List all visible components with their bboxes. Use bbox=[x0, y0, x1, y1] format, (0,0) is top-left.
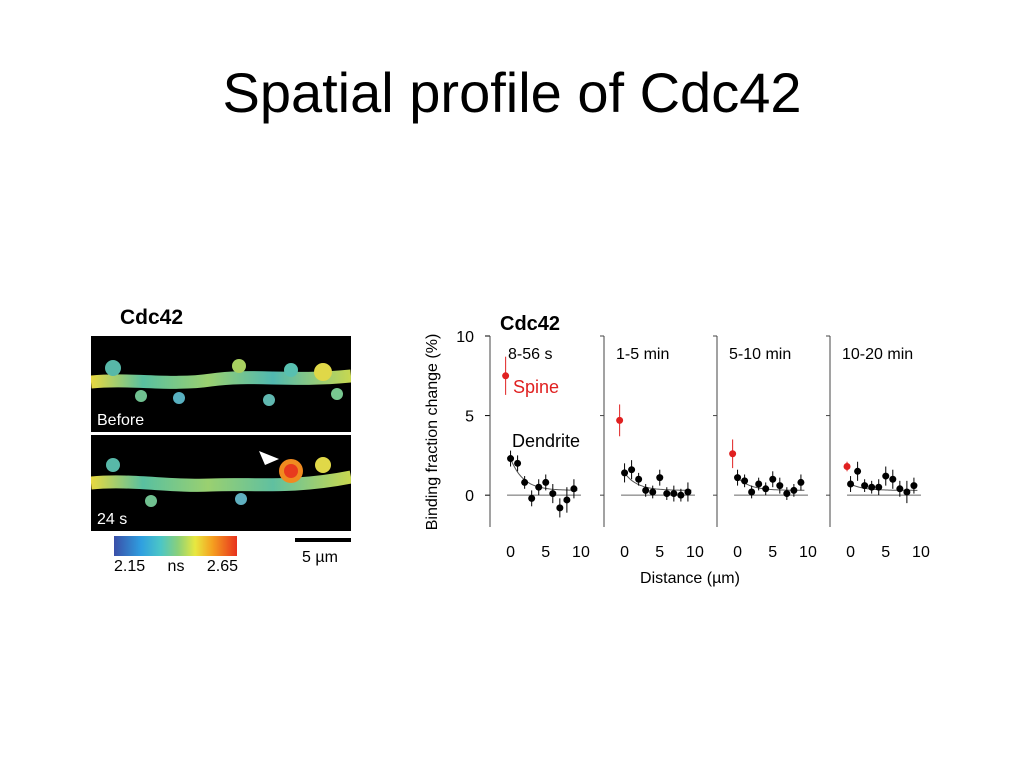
dendrite-point bbox=[563, 496, 571, 504]
y-tick-label: 5 bbox=[465, 409, 474, 426]
dendrite-point bbox=[684, 488, 692, 496]
x-tick-label: 10 bbox=[572, 544, 590, 561]
dendrite-point bbox=[889, 475, 897, 483]
dendrite-point bbox=[656, 474, 664, 482]
after-label: 24 s bbox=[97, 511, 128, 528]
spine-point bbox=[616, 416, 624, 424]
image-label: Cdc42 bbox=[120, 306, 184, 329]
dendrite-image-before bbox=[91, 359, 351, 406]
micrograph-after: 24 s bbox=[91, 435, 351, 531]
dendrite-point bbox=[748, 488, 756, 496]
x-tick-label: 0 bbox=[620, 544, 629, 561]
x-tick-label: 5 bbox=[655, 544, 664, 561]
dendrite-point bbox=[903, 488, 911, 496]
dendrite-point bbox=[507, 455, 515, 463]
panel-title: 10-20 min bbox=[842, 346, 913, 363]
panel-title: 8-56 s bbox=[508, 346, 552, 363]
dendrite-point bbox=[535, 483, 543, 491]
chart-title: Cdc42 bbox=[500, 313, 560, 335]
dendrite-point bbox=[556, 504, 564, 512]
colorbar-max: 2.65 bbox=[206, 558, 238, 575]
dendrite-annotation: Dendrite bbox=[512, 431, 580, 451]
dendrite-point bbox=[762, 485, 770, 493]
x-axis-label: Distance (µm) bbox=[640, 570, 740, 587]
y-tick-label: 10 bbox=[456, 329, 474, 346]
spine-point bbox=[502, 372, 510, 380]
panel-title: 5-10 min bbox=[729, 346, 791, 363]
dendrite-point bbox=[741, 477, 749, 485]
colorbar-min: 2.15 bbox=[114, 558, 146, 575]
colorbar-labels: 2.15 ns 2.65 bbox=[114, 558, 238, 576]
colorbar bbox=[114, 536, 237, 556]
spine-point bbox=[729, 450, 737, 458]
x-tick-label: 10 bbox=[912, 544, 930, 561]
spine-point bbox=[843, 463, 851, 471]
scale-bar bbox=[295, 538, 351, 542]
dendrite-point bbox=[896, 485, 904, 493]
x-tick-label: 5 bbox=[541, 544, 550, 561]
x-tick-label: 0 bbox=[733, 544, 742, 561]
dendrite-point bbox=[854, 467, 862, 475]
dendrite-point bbox=[875, 483, 883, 491]
dendrite-point bbox=[528, 494, 536, 502]
dendrite-point bbox=[663, 490, 671, 498]
dendrite-point bbox=[677, 491, 685, 499]
scale-bar-label: 5 µm bbox=[302, 549, 338, 566]
dendrite-point bbox=[635, 475, 643, 483]
x-tick-label: 10 bbox=[799, 544, 817, 561]
colorbar-unit: ns bbox=[167, 558, 185, 575]
before-label: Before bbox=[97, 412, 145, 429]
dendrite-point bbox=[861, 482, 869, 490]
x-tick-label: 5 bbox=[881, 544, 890, 561]
spine-annotation: Spine bbox=[513, 377, 559, 397]
dendrite-point bbox=[847, 480, 855, 488]
dendrite-point bbox=[642, 486, 650, 494]
x-tick-label: 0 bbox=[506, 544, 515, 561]
dendrite-point bbox=[521, 478, 529, 486]
dendrite-point bbox=[910, 482, 918, 490]
dendrite-point bbox=[797, 478, 805, 486]
dendrite-point bbox=[628, 466, 636, 474]
arrowhead-icon bbox=[259, 451, 279, 465]
dendrite-point bbox=[769, 475, 777, 483]
x-tick-label: 10 bbox=[686, 544, 704, 561]
y-tick-label: 0 bbox=[465, 488, 474, 505]
dendrite-point bbox=[776, 482, 784, 490]
slide-title: Spatial profile of Cdc42 bbox=[222, 61, 802, 124]
dendrite-image-after bbox=[91, 451, 351, 507]
dendrite-point bbox=[734, 474, 742, 482]
dendrite-point bbox=[790, 486, 798, 494]
dendrite-point bbox=[621, 469, 629, 477]
fit-curve bbox=[624, 472, 692, 491]
dendrite-point bbox=[542, 478, 550, 486]
x-tick-label: 0 bbox=[846, 544, 855, 561]
fit-curve bbox=[510, 458, 578, 491]
y-axis-label: Binding fraction change (%) bbox=[424, 334, 441, 531]
dendrite-point bbox=[549, 490, 557, 498]
dendrite-point bbox=[670, 490, 678, 498]
dendrite-point bbox=[783, 490, 791, 498]
dendrite-point bbox=[514, 459, 522, 467]
dendrite-point bbox=[755, 480, 763, 488]
dendrite-point bbox=[649, 488, 657, 496]
micrograph-before: Before bbox=[91, 336, 351, 432]
dendrite-point bbox=[570, 485, 578, 493]
panel-title: 1-5 min bbox=[616, 346, 669, 363]
x-tick-label: 5 bbox=[768, 544, 777, 561]
dendrite-point bbox=[868, 483, 876, 491]
dendrite-point bbox=[882, 472, 890, 480]
